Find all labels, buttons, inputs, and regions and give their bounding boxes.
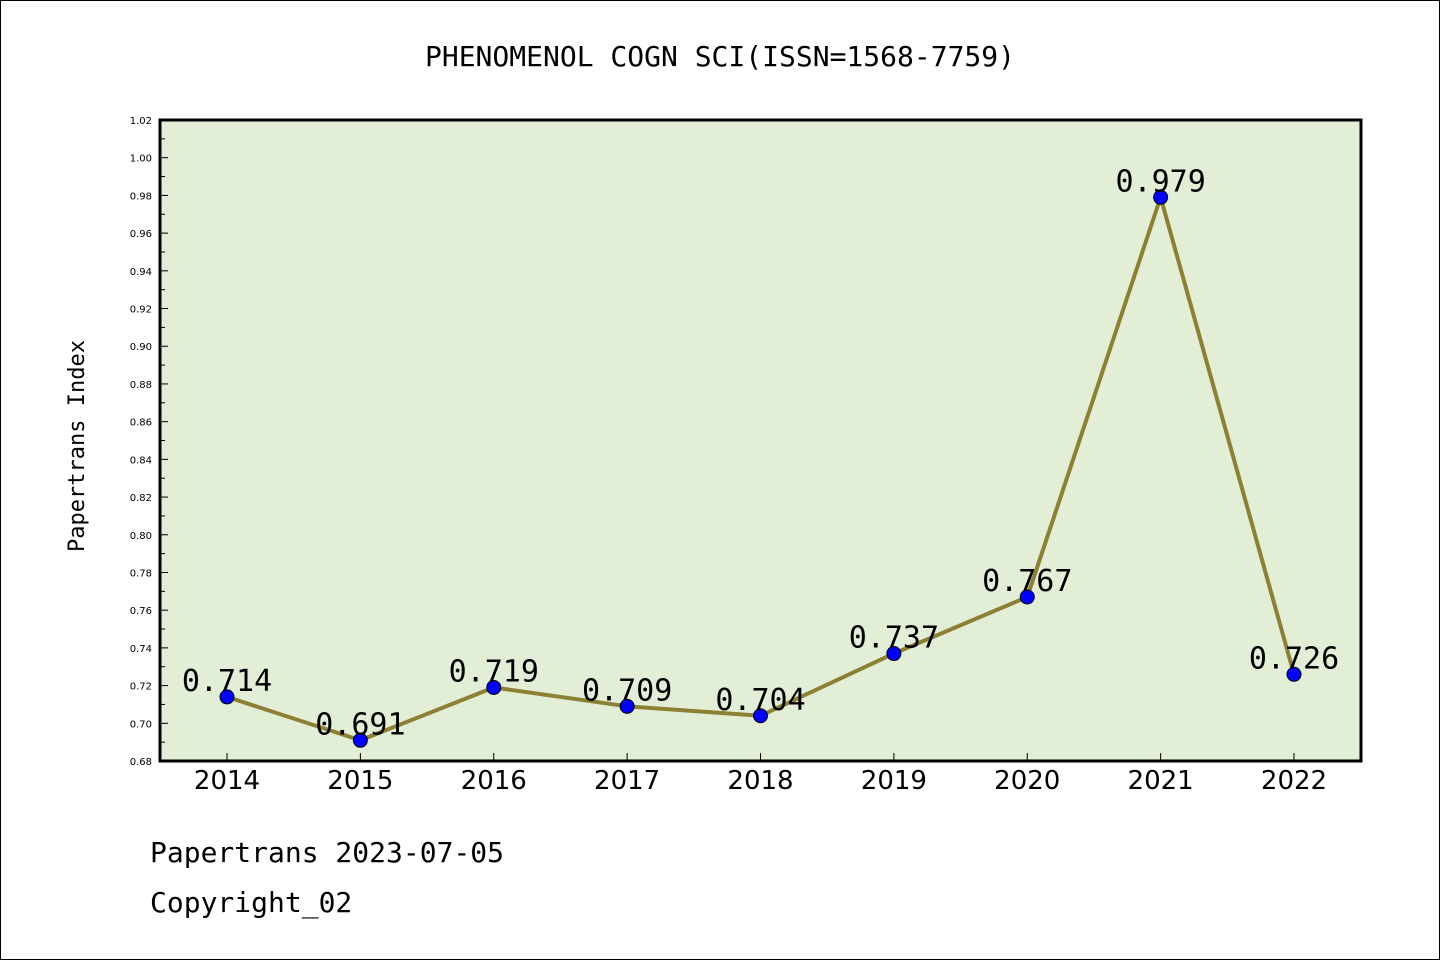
y-tick-label: 0.86 [130,418,152,429]
plot-area [160,120,1361,761]
x-tick-label: 2022 [1261,766,1327,796]
data-point [753,708,768,724]
data-point [1286,666,1302,682]
data-label: 0.767 [982,564,1072,599]
data-point [619,698,635,714]
data-label: 0.691 [315,707,405,742]
y-tick-label: 0.98 [130,191,152,202]
y-tick-label: 1.00 [130,154,152,165]
y-axis-label: Papertrans Index [65,340,90,552]
data-label: 0.719 [449,654,539,689]
x-tick-label: 2017 [594,766,660,796]
data-label: 0.737 [849,621,939,656]
series-layer: 0.714 0.691 0.719 0.709 0.704 0.737 0.767 0.979… [182,164,1339,748]
x-tick-label: 2016 [461,766,527,796]
data-point [486,679,502,695]
y-tick-label: 1.02 [130,116,152,127]
data-label: 0.714 [182,664,272,699]
y-tick-label: 0.72 [130,682,152,693]
y-tick-label: 0.74 [130,644,152,655]
x-tick-label: 2014 [194,766,260,796]
x-tick-label: 2021 [1128,766,1194,796]
y-tick-label: 0.88 [130,380,152,391]
data-point [886,646,902,662]
y-tick-label: 0.82 [130,493,152,504]
data-point [1153,189,1169,205]
y-tick-label: 0.76 [130,606,152,617]
y-tick-label: 0.78 [130,568,152,579]
footer-copyright-text: Copyright_02 [150,886,353,919]
data-point [1019,589,1035,605]
x-tick-label: 2018 [727,766,793,796]
plot-border [158,118,1363,763]
data-point [352,732,368,748]
y-tick-label: 0.94 [130,267,152,278]
data-label: 0.979 [1115,164,1205,199]
y-tick-label: 0.84 [130,455,152,466]
x-axis-ticks: 2014 2015 2016 2017 2018 2019 2020 2021 2022 [194,753,1327,796]
data-label: 0.704 [715,683,805,718]
x-tick-label: 2019 [861,766,927,796]
y-tick-label: 0.68 [130,757,152,768]
y-tick-label: 0.80 [130,531,152,542]
chart-title: PHENOMENOL COGN SCI(ISSN=1568-7759) [425,40,1015,73]
data-point [219,689,235,705]
data-label: 0.709 [582,673,672,708]
y-tick-label: 0.92 [130,305,152,316]
y-axis-ticks: 0.68 0.70 0.72 0.74 0.76 0.78 0.80 0.82 0.84 0.86… [130,116,168,768]
y-tick-label: 0.70 [130,719,152,730]
footer-date-text: Papertrans 2023-07-05 [150,836,505,869]
y-tick-label: 0.96 [130,229,152,240]
x-tick-label: 2015 [327,766,393,796]
data-label: 0.726 [1249,641,1339,676]
y-tick-label: 0.90 [130,342,152,353]
x-tick-label: 2020 [994,766,1060,796]
